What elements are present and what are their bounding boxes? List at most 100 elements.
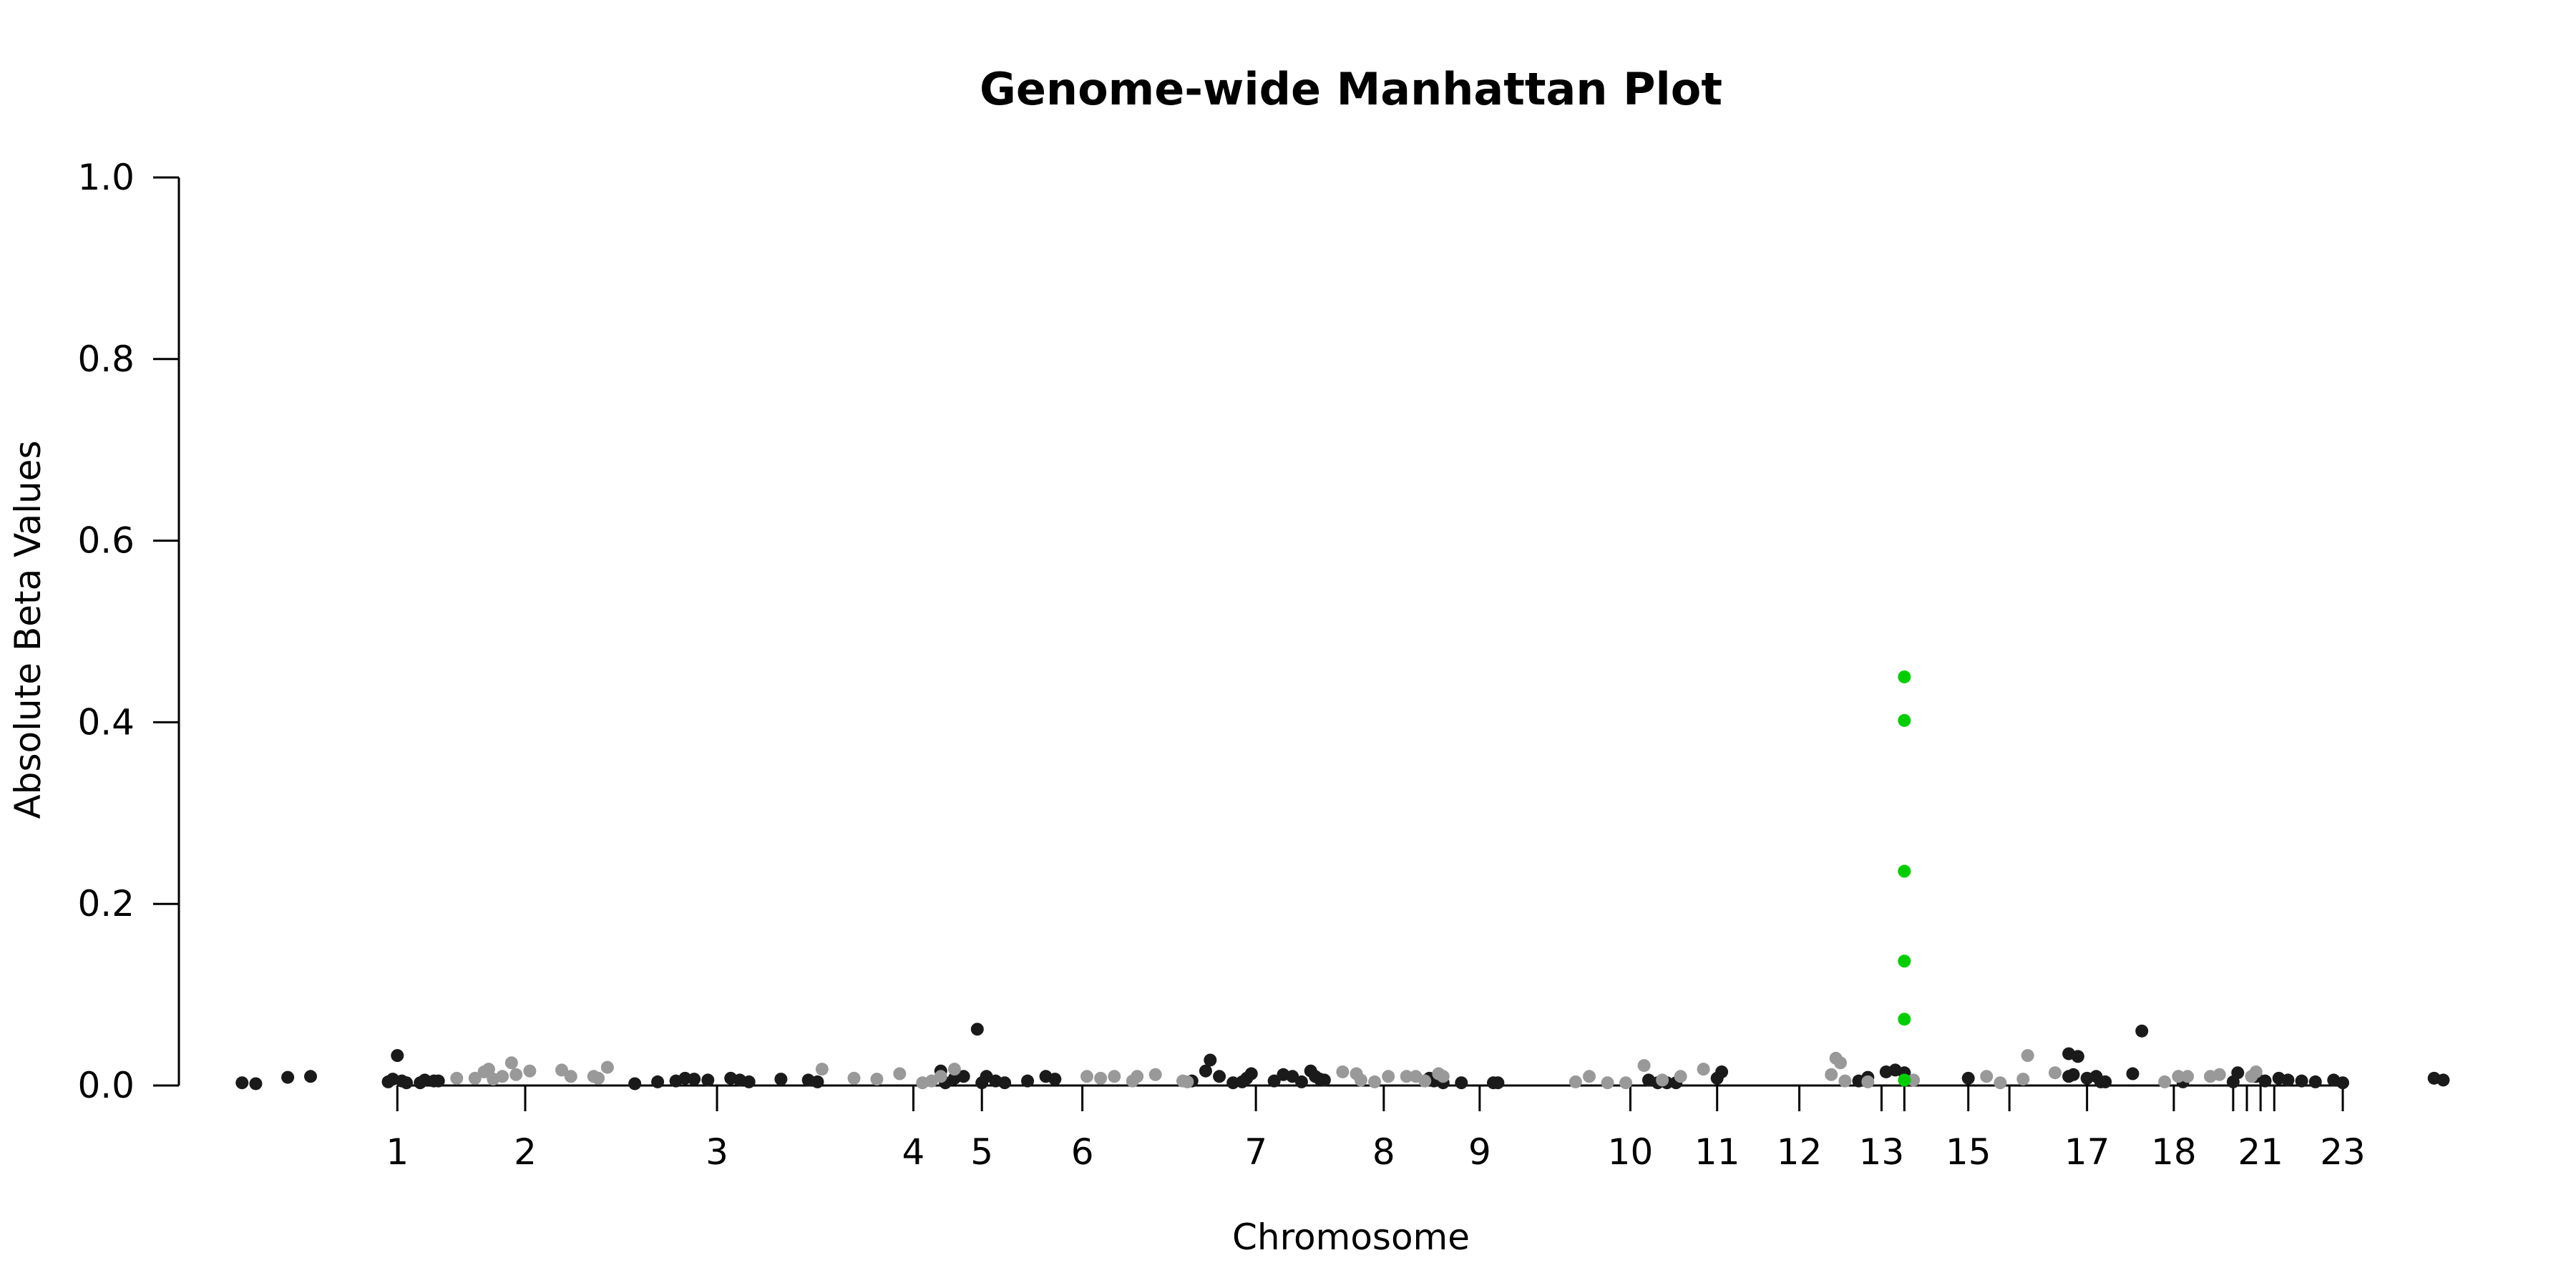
highlighted-point xyxy=(1898,1073,1911,1087)
x-tick-label: 23 xyxy=(2320,1131,2366,1173)
x-tick-label: 4 xyxy=(902,1131,925,1173)
x-tick-label: 5 xyxy=(970,1131,993,1173)
data-point xyxy=(1825,1068,1838,1081)
x-tick-label: 12 xyxy=(1777,1131,1823,1173)
data-point xyxy=(1094,1071,1108,1085)
data-point xyxy=(1418,1074,1432,1088)
data-point xyxy=(774,1073,788,1086)
data-point xyxy=(1436,1070,1450,1083)
y-axis-label: Absolute Beta Values xyxy=(7,441,49,819)
x-tick-label: 17 xyxy=(2064,1131,2110,1173)
data-point xyxy=(1148,1068,1162,1081)
data-point xyxy=(1226,1076,1240,1090)
data-point xyxy=(742,1075,756,1088)
data-point xyxy=(1244,1067,1258,1080)
data-point xyxy=(555,1063,569,1077)
data-point xyxy=(1080,1070,1093,1083)
data-point xyxy=(688,1073,701,1086)
data-point xyxy=(564,1070,577,1083)
data-point xyxy=(1108,1070,1121,1083)
data-point xyxy=(509,1068,523,1081)
data-point xyxy=(1368,1075,1382,1088)
data-point xyxy=(249,1077,263,1091)
x-tick-label: 10 xyxy=(1608,1131,1654,1173)
data-point xyxy=(496,1070,509,1083)
data-point xyxy=(1834,1056,1848,1070)
y-tick-label: 0.2 xyxy=(77,883,135,924)
x-tick-label: 15 xyxy=(1946,1131,1991,1173)
x-tick-label: 2 xyxy=(514,1131,537,1173)
data-point xyxy=(1400,1070,1413,1083)
highlighted-point xyxy=(1898,713,1911,727)
x-tick-label: 1 xyxy=(386,1131,409,1173)
data-point xyxy=(1715,1065,1729,1078)
data-point xyxy=(1980,1070,1994,1083)
data-point xyxy=(870,1073,884,1086)
x-tick-label: 11 xyxy=(1694,1131,1740,1173)
data-point xyxy=(970,1023,984,1036)
data-point xyxy=(2336,1076,2350,1090)
data-point xyxy=(1568,1075,1582,1088)
data-point xyxy=(1619,1076,1633,1090)
data-point xyxy=(1336,1065,1350,1078)
data-point xyxy=(998,1076,1012,1090)
x-tick-label: 9 xyxy=(1468,1131,1491,1173)
data-point xyxy=(2172,1070,2185,1083)
data-point xyxy=(1181,1075,1194,1088)
data-point xyxy=(2249,1065,2263,1078)
data-point xyxy=(2436,1073,2450,1087)
data-point xyxy=(1697,1063,1710,1076)
data-point xyxy=(1907,1073,1921,1087)
data-point xyxy=(1213,1070,1226,1083)
data-point xyxy=(2308,1075,2322,1088)
data-point xyxy=(450,1071,464,1085)
data-point xyxy=(2181,1070,2195,1083)
data-point xyxy=(2071,1050,2084,1063)
data-point xyxy=(431,1074,445,1088)
data-point xyxy=(1656,1073,1669,1087)
data-point xyxy=(2258,1074,2272,1088)
data-point xyxy=(1583,1070,1596,1083)
data-point xyxy=(1455,1076,1468,1090)
data-point xyxy=(815,1063,829,1076)
data-point xyxy=(1267,1074,1281,1088)
data-point xyxy=(2067,1068,2080,1081)
data-point xyxy=(235,1076,249,1090)
data-point xyxy=(893,1067,907,1080)
data-point xyxy=(2099,1075,2112,1088)
y-tick-label: 0.0 xyxy=(77,1065,135,1106)
highlighted-point xyxy=(1898,1013,1911,1026)
data-point xyxy=(1317,1073,1331,1087)
data-point xyxy=(1674,1070,1687,1083)
data-point xyxy=(811,1075,824,1088)
data-point xyxy=(1601,1076,1614,1090)
data-point xyxy=(1491,1076,1505,1090)
x-tick-label: 21 xyxy=(2238,1131,2283,1173)
data-point xyxy=(2135,1024,2149,1038)
data-point xyxy=(2048,1066,2062,1080)
data-point xyxy=(628,1077,642,1091)
data-point xyxy=(504,1056,518,1070)
data-point xyxy=(2126,1067,2140,1080)
y-tick-label: 0.8 xyxy=(77,338,135,380)
data-point xyxy=(2158,1075,2172,1088)
data-point xyxy=(847,1071,861,1085)
data-point xyxy=(1048,1073,1062,1086)
x-tick-label: 13 xyxy=(1859,1131,1905,1173)
data-point xyxy=(1354,1073,1367,1087)
data-point xyxy=(600,1060,614,1074)
axes: 0.00.20.40.60.81.01 2 3 4 5 6 7 8 9 10 11 12 13 15 17 1… xyxy=(77,157,2365,1173)
data-point xyxy=(1637,1059,1651,1073)
data-point xyxy=(592,1071,605,1085)
x-tick-label: 6 xyxy=(1071,1131,1094,1173)
chart-title: Genome-wide Manhattan Plot xyxy=(980,63,1722,115)
data-point xyxy=(1961,1071,1975,1085)
data-point xyxy=(304,1070,318,1083)
data-point xyxy=(391,1049,404,1063)
data-point xyxy=(651,1075,665,1088)
data-point xyxy=(482,1063,495,1076)
highlighted-point xyxy=(1898,670,1911,683)
y-tick-label: 0.6 xyxy=(77,520,135,562)
data-point xyxy=(1204,1053,1217,1067)
